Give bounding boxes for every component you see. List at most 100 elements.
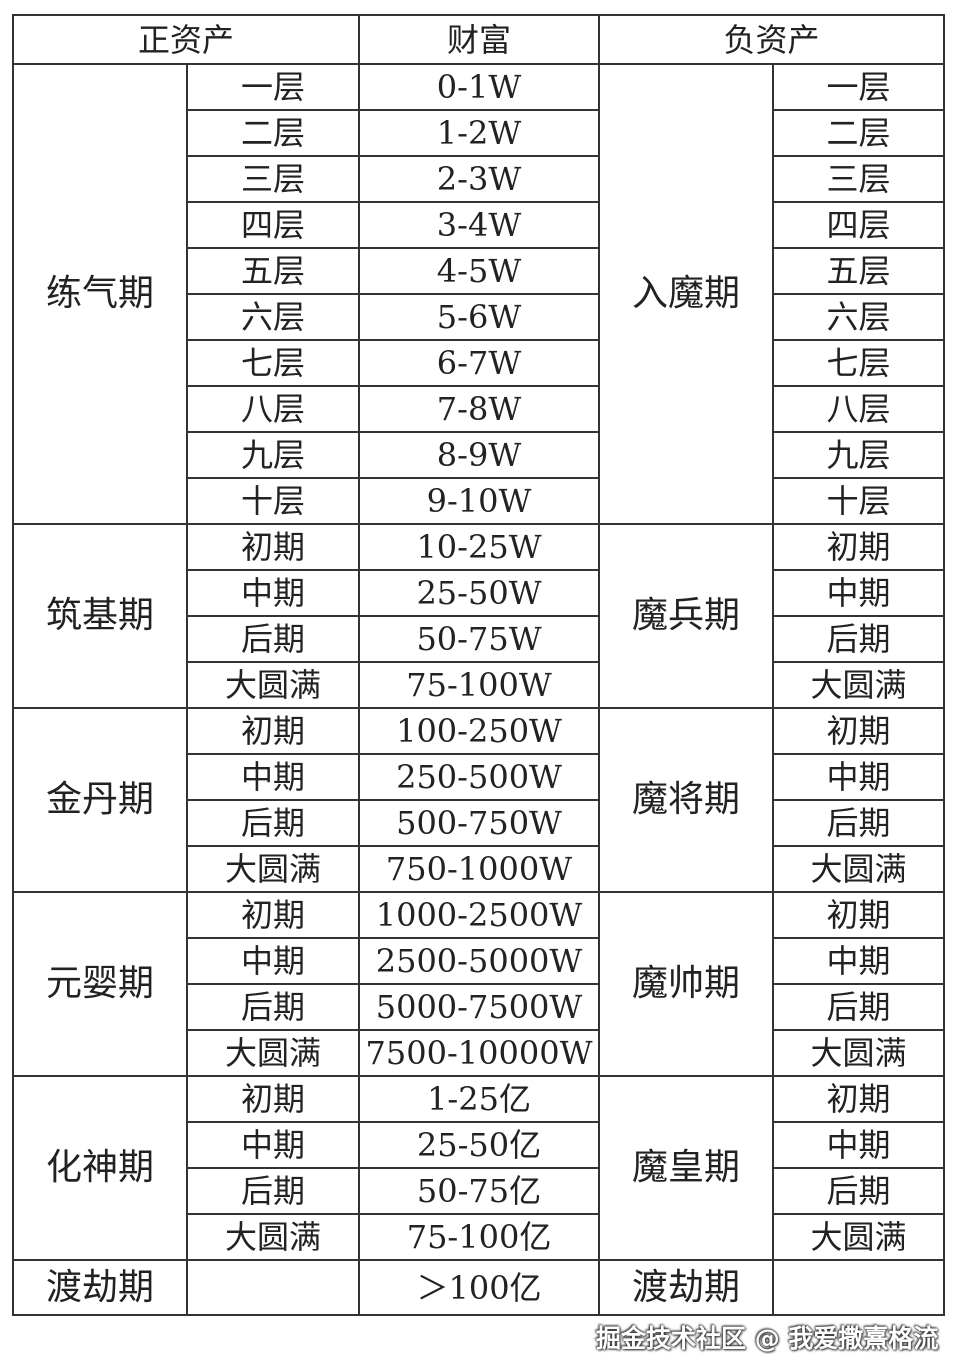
positive-stage-cell: 中期 — [185, 569, 361, 617]
table-row: 七层 6-7W 七层 — [13, 339, 946, 387]
positive-stage-cell: 后期 — [185, 983, 361, 1031]
wealth-cell: 100-250W — [358, 707, 601, 755]
positive-stage-cell: 一层 — [185, 63, 361, 111]
positive-realm-cell: 金丹期 — [12, 707, 188, 893]
wealth-cell: 250-500W — [358, 753, 601, 801]
table-row: 中期 25-50亿 中期 — [13, 1121, 946, 1169]
positive-stage-cell: 初期 — [185, 523, 361, 571]
positive-stage-cell: 四层 — [185, 201, 361, 249]
wealth-cell: 6-7W — [358, 339, 601, 387]
negative-stage-cell: 大圆满 — [772, 661, 946, 709]
positive-stage-cell: 三层 — [185, 155, 361, 203]
wealth-cell: 25-50W — [358, 569, 601, 617]
header-negative: 负资产 — [598, 14, 946, 65]
table-row: 后期 50-75W 后期 — [13, 615, 946, 663]
negative-stage-cell: 七层 — [772, 339, 946, 387]
positive-stage-cell: 十层 — [185, 477, 361, 525]
negative-stage-cell: 后期 — [772, 983, 946, 1031]
negative-stage-cell: 初期 — [772, 891, 946, 939]
table-row: 十层 9-10W 十层 — [13, 477, 946, 525]
wealth-cell: 0-1W — [358, 63, 601, 111]
negative-stage-cell: 后期 — [772, 799, 946, 847]
table-row: 大圆满 750-1000W 大圆满 — [13, 845, 946, 893]
header-wealth: 财富 — [358, 14, 601, 65]
header-row: 正资产 财富 负资产 — [11, 14, 946, 65]
table-row: 中期 2500-5000W 中期 — [13, 937, 946, 985]
table-row: 金丹期 初期 100-250W 魔将期 初期 — [12, 707, 946, 893]
positive-realm-cell: 练气期 — [12, 63, 188, 525]
wealth-cell: 75-100亿 — [358, 1213, 601, 1261]
wealth-cell: 1000-2500W — [358, 891, 601, 939]
wealth-cell: ＞100亿 — [358, 1259, 601, 1316]
table-row: 二层 1-2W 二层 — [13, 109, 946, 157]
header-positive: 正资产 — [11, 14, 361, 65]
wealth-cell: 4-5W — [358, 247, 601, 295]
negative-stage-cell — [772, 1259, 946, 1316]
wealth-cell: 8-9W — [358, 431, 601, 479]
table-row: 后期 500-750W 后期 — [13, 799, 946, 847]
negative-realm-cell: 魔帅期 — [598, 891, 775, 1077]
negative-stage-cell: 初期 — [772, 707, 946, 755]
table-row: 中期 25-50W 中期 — [13, 569, 946, 617]
negative-stage-cell: 三层 — [772, 155, 946, 203]
positive-stage-cell: 二层 — [185, 109, 361, 157]
table-row: 中期 250-500W 中期 — [13, 753, 946, 801]
positive-stage-cell: 大圆满 — [185, 661, 361, 709]
negative-stage-cell: 中期 — [772, 1121, 946, 1169]
watermark: 掘金技术社区 @ 我爱撒熹格流 — [596, 1324, 939, 1353]
negative-stage-cell: 后期 — [772, 1167, 946, 1215]
positive-stage-cell: 后期 — [185, 799, 361, 847]
negative-stage-cell: 初期 — [772, 523, 946, 571]
table-row: 后期 50-75亿 后期 — [13, 1167, 946, 1215]
positive-stage-cell: 初期 — [185, 707, 361, 755]
table-row: 元婴期 初期 1000-2500W 魔帅期 初期 — [12, 891, 946, 1077]
cultivation-wealth-table: 正资产 财富 负资产 练气期 一层 0-1W 入魔期 一层 二层 1-2W 二层 三层 2-3W 三… — [11, 14, 946, 1316]
negative-realm-cell: 入魔期 — [598, 63, 775, 525]
negative-realm-cell: 魔兵期 — [598, 523, 775, 709]
wealth-cell: 1-25亿 — [358, 1075, 601, 1123]
positive-stage-cell — [185, 1259, 361, 1316]
negative-realm-cell: 魔将期 — [598, 707, 775, 893]
positive-stage-cell: 初期 — [185, 1075, 361, 1123]
table-row: 八层 7-8W 八层 — [13, 385, 946, 433]
table-row: 六层 5-6W 六层 — [13, 293, 946, 341]
negative-stage-cell: 二层 — [772, 109, 946, 157]
positive-stage-cell: 九层 — [185, 431, 361, 479]
wealth-cell: 25-50亿 — [358, 1121, 601, 1169]
table-row: 大圆满 75-100亿 大圆满 — [13, 1213, 946, 1261]
wealth-cell: 75-100W — [358, 661, 601, 709]
positive-stage-cell: 后期 — [185, 1167, 361, 1215]
negative-stage-cell: 中期 — [772, 569, 946, 617]
table-row: 练气期 一层 0-1W 入魔期 一层 — [12, 63, 946, 525]
wealth-cell: 750-1000W — [358, 845, 601, 893]
table-row: 后期 5000-7500W 后期 — [13, 983, 946, 1031]
wealth-cell: 2-3W — [358, 155, 601, 203]
negative-stage-cell: 八层 — [772, 385, 946, 433]
positive-stage-cell: 八层 — [185, 385, 361, 433]
positive-realm-cell: 渡劫期 — [12, 1259, 188, 1316]
wealth-cell: 50-75亿 — [358, 1167, 601, 1215]
table-row: 大圆满 75-100W 大圆满 — [13, 661, 946, 709]
wealth-cell: 2500-5000W — [358, 937, 601, 985]
positive-stage-cell: 中期 — [185, 753, 361, 801]
positive-realm-cell: 化神期 — [12, 1075, 188, 1261]
wealth-cell: 10-25W — [358, 523, 601, 571]
positive-stage-cell: 后期 — [185, 615, 361, 663]
negative-stage-cell: 大圆满 — [772, 845, 946, 893]
negative-realm-cell: 渡劫期 — [598, 1259, 775, 1316]
table-row: 化神期 初期 1-25亿 魔皇期 初期 — [12, 1075, 946, 1261]
wealth-cell: 50-75W — [358, 615, 601, 663]
positive-stage-cell: 七层 — [185, 339, 361, 387]
negative-stage-cell: 后期 — [772, 615, 946, 663]
negative-stage-cell: 九层 — [772, 431, 946, 479]
wealth-cell: 7500-10000W — [358, 1029, 601, 1077]
positive-stage-cell: 中期 — [185, 937, 361, 985]
positive-stage-cell: 大圆满 — [185, 845, 361, 893]
positive-stage-cell: 大圆满 — [185, 1213, 361, 1261]
negative-stage-cell: 中期 — [772, 753, 946, 801]
table-row: 九层 8-9W 九层 — [13, 431, 946, 479]
table-row: 三层 2-3W 三层 — [13, 155, 946, 203]
negative-stage-cell: 中期 — [772, 937, 946, 985]
table-body: 练气期 一层 0-1W 入魔期 一层 二层 1-2W 二层 三层 2-3W 三层 四层 3-4W 四层 五层… — [12, 63, 946, 1316]
positive-realm-cell: 筑基期 — [12, 523, 188, 709]
